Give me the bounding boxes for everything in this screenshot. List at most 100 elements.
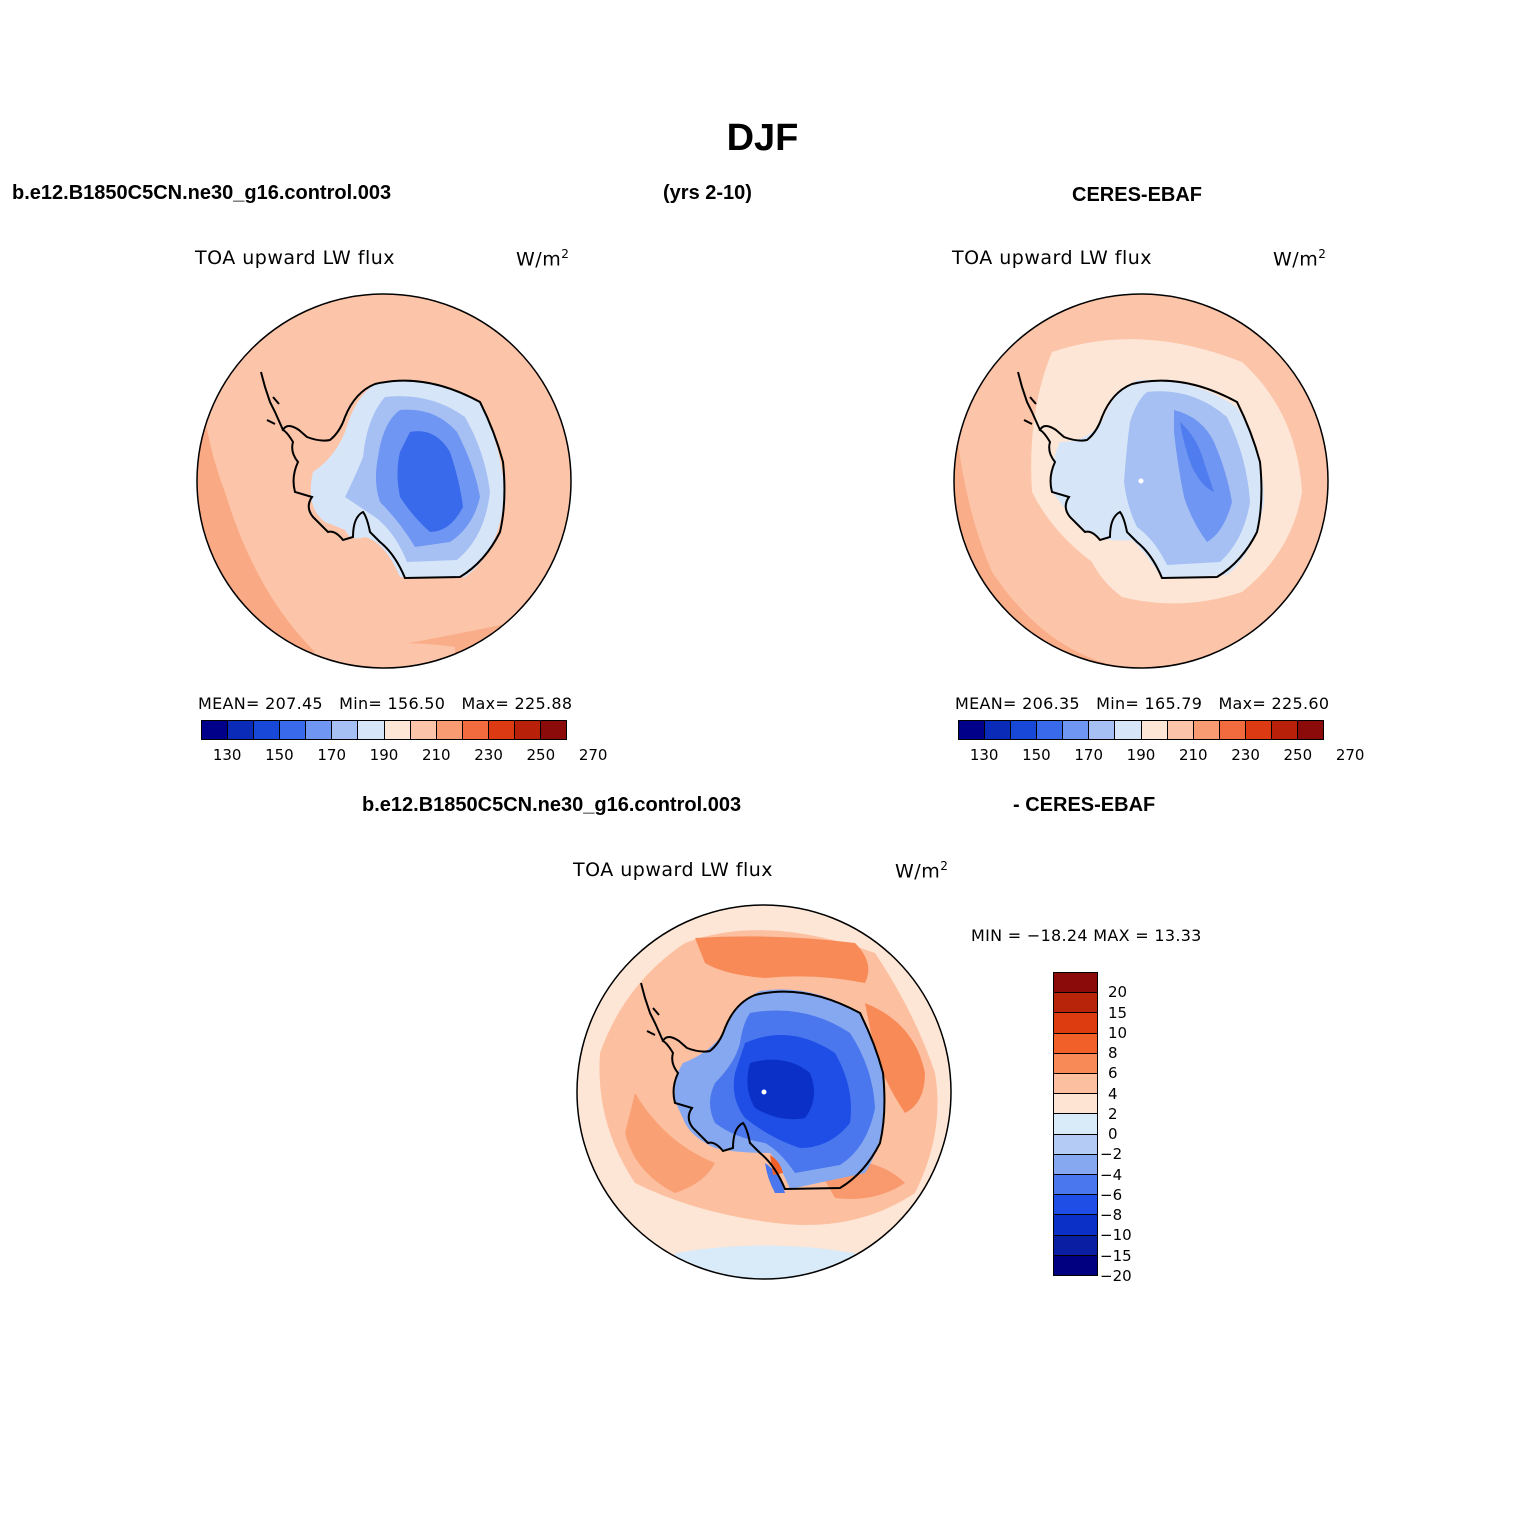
model-min-label: Min= — [339, 694, 383, 713]
colorbar-tick-label: 270 — [1335, 746, 1365, 764]
diff-units-sup: 2 — [940, 859, 949, 873]
colorbar-swatch — [202, 721, 229, 739]
model-polar-map — [196, 293, 572, 669]
colorbar-swatch — [462, 721, 489, 739]
colorbar-swatch — [1115, 721, 1142, 739]
colorbar-tick-label: 150 — [1022, 746, 1051, 764]
colorbar-tick-label: 15 — [1108, 1003, 1128, 1022]
model-colorbar-ticks: 130 150 170 190 210 230 250 270 — [201, 746, 608, 766]
colorbar-tick-label: −8 — [1100, 1206, 1123, 1225]
colorbar-tick-label: 130 — [969, 746, 999, 764]
colorbar-tick-label: 250 — [1283, 746, 1313, 764]
obs-stats: MEAN= 206.35 Min= 165.79 Max= 225.60 — [955, 694, 1329, 713]
colorbar-swatch — [1054, 1114, 1097, 1135]
model-variable-label: TOA upward LW flux — [195, 247, 396, 269]
model-case-name: b.e12.B1850C5CN.ne30_g16.control.003 — [12, 182, 392, 204]
colorbar-tick-label: 210 — [1178, 746, 1208, 764]
colorbar-tick-label: −10 — [1100, 1226, 1132, 1245]
colorbar-swatch — [1054, 1074, 1097, 1095]
model-mean-label: MEAN= — [198, 694, 260, 713]
diff-units-label: W/m2 — [895, 859, 948, 882]
colorbar-swatch — [1054, 1235, 1097, 1256]
colorbar-tick-label: 10 — [1108, 1023, 1128, 1042]
colorbar-swatch — [1054, 1033, 1097, 1054]
colorbar-swatch — [1089, 721, 1116, 739]
years-label: (yrs 2-10) — [663, 182, 752, 204]
colorbar-tick-label: 270 — [578, 746, 608, 764]
colorbar-swatch — [488, 721, 515, 739]
colorbar-swatch — [228, 721, 255, 739]
colorbar-swatch — [1063, 721, 1090, 739]
colorbar-swatch — [280, 721, 307, 739]
model-units-label: W/m2 — [516, 247, 569, 270]
obs-max-label: Max= — [1218, 694, 1267, 713]
colorbar-tick-label: 190 — [1126, 746, 1156, 764]
model-min-value: 156.50 — [387, 694, 446, 713]
colorbar-swatch — [1271, 721, 1299, 739]
colorbar-tick-label: 230 — [1231, 746, 1260, 764]
colorbar-swatch — [332, 721, 359, 739]
colorbar-swatch — [1011, 721, 1038, 739]
colorbar-swatch — [1141, 721, 1168, 739]
colorbar-swatch — [1054, 973, 1097, 994]
obs-colorbar-ticks: 130 150 170 190 210 230 250 270 — [958, 746, 1365, 766]
colorbar-swatch — [514, 721, 542, 739]
colorbar-tick-label: 4 — [1108, 1084, 1118, 1103]
obs-colorbar — [958, 720, 1324, 740]
colorbar-swatch — [1245, 721, 1272, 739]
colorbar-tick-label: 170 — [317, 746, 347, 764]
colorbar-swatch — [1054, 1255, 1097, 1276]
model-units-text: W/m — [516, 248, 562, 271]
model-colorbar — [201, 720, 567, 740]
model-stats: MEAN= 207.45 Min= 156.50 Max= 225.88 — [198, 694, 572, 713]
colorbar-tick-label: 2 — [1108, 1104, 1118, 1123]
colorbar-swatch — [1037, 721, 1064, 739]
colorbar-tick-label: −15 — [1100, 1246, 1132, 1265]
colorbar-tick-label: 6 — [1108, 1064, 1118, 1083]
diff-units-text: W/m — [895, 860, 941, 883]
diff-colorbar — [1053, 972, 1098, 1276]
obs-units-sup: 2 — [1318, 247, 1327, 261]
colorbar-swatch — [384, 721, 411, 739]
colorbar-swatch — [1219, 721, 1246, 739]
obs-min-label: Min= — [1096, 694, 1140, 713]
colorbar-swatch — [1054, 993, 1097, 1014]
colorbar-swatch — [1298, 721, 1324, 739]
colorbar-swatch — [1054, 1094, 1097, 1115]
colorbar-tick-label: −20 — [1100, 1267, 1132, 1285]
model-max-label: Max= — [461, 694, 510, 713]
colorbar-swatch — [306, 721, 333, 739]
obs-mean-label: MEAN= — [955, 694, 1017, 713]
colorbar-swatch — [1054, 1053, 1097, 1075]
colorbar-tick-label: 230 — [474, 746, 503, 764]
colorbar-swatch — [985, 721, 1012, 739]
model-units-sup: 2 — [561, 247, 570, 261]
colorbar-tick-label: −4 — [1100, 1165, 1123, 1184]
obs-polar-map — [953, 293, 1329, 669]
obs-min-value: 165.79 — [1144, 694, 1203, 713]
obs-name: CERES-EBAF — [1072, 184, 1203, 206]
colorbar-swatch — [541, 721, 567, 739]
colorbar-tick-label: 0 — [1108, 1125, 1118, 1144]
obs-units-label: W/m2 — [1273, 247, 1326, 270]
obs-units-text: W/m — [1273, 248, 1319, 271]
colorbar-swatch — [1193, 721, 1220, 739]
obs-mean-value: 206.35 — [1022, 694, 1080, 713]
colorbar-tick-label: 20 — [1108, 983, 1128, 1002]
colorbar-swatch — [1054, 1195, 1097, 1216]
colorbar-tick-label: 210 — [421, 746, 451, 764]
colorbar-tick-label: 250 — [526, 746, 556, 764]
obs-variable-label: TOA upward LW flux — [952, 247, 1153, 269]
colorbar-tick-label: 190 — [369, 746, 399, 764]
obs-max-value: 225.60 — [1271, 694, 1330, 713]
figure-title: DJF — [726, 117, 799, 159]
colorbar-swatch — [436, 721, 463, 739]
diff-case-name: b.e12.B1850C5CN.ne30_g16.control.003 — [362, 794, 742, 816]
colorbar-swatch — [959, 721, 986, 739]
colorbar-swatch — [1167, 721, 1194, 739]
colorbar-swatch — [254, 721, 281, 739]
diff-colorbar-ticks: 20 15 10 8 6 4 2 0 −2 −4 −6 −8 −10 −15 −20 — [1100, 972, 1164, 1285]
colorbar-tick-label: 8 — [1108, 1044, 1118, 1063]
diff-polar-map — [576, 904, 952, 1280]
colorbar-swatch — [410, 721, 437, 739]
